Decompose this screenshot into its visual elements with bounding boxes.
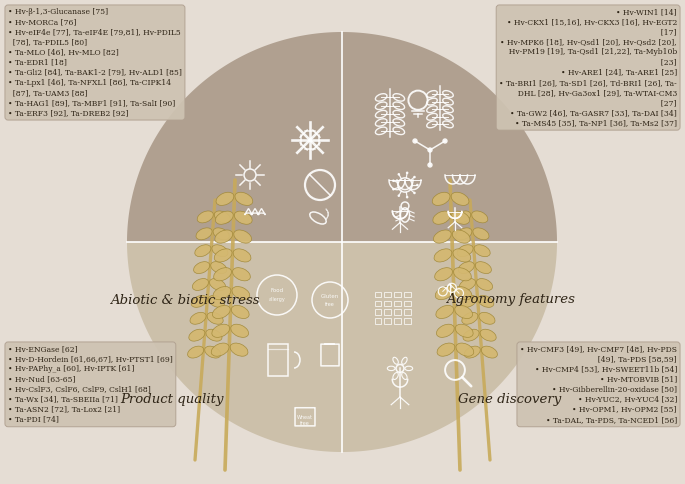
Ellipse shape (214, 211, 230, 223)
Ellipse shape (434, 230, 451, 243)
Ellipse shape (435, 287, 453, 300)
Circle shape (443, 138, 448, 144)
Ellipse shape (480, 329, 496, 341)
Ellipse shape (232, 287, 250, 300)
Ellipse shape (460, 295, 477, 307)
Ellipse shape (234, 211, 252, 224)
Text: Food: Food (271, 288, 284, 293)
Ellipse shape (479, 312, 495, 324)
Ellipse shape (216, 192, 234, 205)
Ellipse shape (211, 262, 227, 273)
Circle shape (416, 184, 419, 186)
Ellipse shape (230, 343, 248, 356)
Ellipse shape (458, 262, 474, 273)
Bar (395, 318, 401, 324)
Ellipse shape (233, 249, 251, 262)
Ellipse shape (462, 312, 478, 324)
Bar (395, 292, 401, 297)
Bar (375, 292, 381, 297)
Ellipse shape (436, 324, 454, 337)
Text: free: free (300, 421, 310, 425)
Text: • Hv-WIN1 [14]
• Hv-CKX1 [15,16], Hv-CKX3 [16], Hv-EGT2
  [17]
• Hv-MPK6 [18], H: • Hv-WIN1 [14] • Hv-CKX1 [15,16], Hv-CKX… (499, 8, 677, 127)
Ellipse shape (463, 329, 479, 341)
Ellipse shape (214, 268, 232, 281)
Text: free: free (325, 302, 335, 306)
Bar (404, 301, 411, 306)
Bar (384, 301, 391, 306)
Text: • Hv-β-1,3-Glucanase [75]
• Hv-MORCa [76]
• Hv-eIF4e [77], Ta-eIF4E [79,81], Hv-: • Hv-β-1,3-Glucanase [75] • Hv-MORCa [76… (8, 8, 182, 117)
Text: Product quality: Product quality (121, 393, 224, 407)
Bar (384, 292, 391, 297)
Bar (384, 309, 391, 315)
Ellipse shape (211, 343, 229, 356)
Bar (375, 318, 381, 324)
Ellipse shape (435, 268, 453, 281)
Ellipse shape (452, 230, 470, 243)
Ellipse shape (194, 262, 210, 273)
Ellipse shape (455, 305, 473, 318)
Ellipse shape (482, 346, 497, 358)
Circle shape (397, 195, 400, 197)
Circle shape (412, 138, 418, 144)
Bar (404, 292, 411, 297)
Ellipse shape (232, 268, 250, 281)
Bar (395, 301, 401, 306)
Ellipse shape (453, 268, 471, 281)
Ellipse shape (216, 211, 234, 224)
Ellipse shape (212, 324, 229, 337)
Text: Wheat: Wheat (297, 415, 313, 420)
Circle shape (406, 171, 408, 174)
Ellipse shape (477, 295, 494, 307)
Ellipse shape (432, 192, 450, 205)
Ellipse shape (434, 249, 452, 262)
Ellipse shape (208, 295, 225, 307)
Ellipse shape (436, 305, 453, 318)
Ellipse shape (189, 329, 205, 341)
Ellipse shape (205, 346, 221, 358)
Ellipse shape (454, 287, 472, 300)
Text: Gene discovery: Gene discovery (458, 393, 562, 407)
Bar (404, 309, 411, 315)
Ellipse shape (231, 324, 249, 337)
Ellipse shape (453, 249, 471, 262)
Ellipse shape (213, 287, 231, 300)
Circle shape (413, 192, 416, 194)
Bar (375, 309, 381, 315)
Ellipse shape (207, 312, 223, 324)
Polygon shape (127, 242, 557, 452)
Ellipse shape (215, 230, 233, 243)
Ellipse shape (473, 228, 489, 240)
Ellipse shape (214, 249, 232, 262)
Ellipse shape (457, 245, 473, 257)
Ellipse shape (195, 245, 211, 257)
Ellipse shape (197, 211, 213, 223)
Circle shape (392, 180, 395, 182)
Bar (384, 318, 391, 324)
Ellipse shape (460, 279, 475, 290)
Circle shape (397, 173, 400, 176)
Ellipse shape (196, 228, 212, 240)
Ellipse shape (451, 211, 469, 224)
Ellipse shape (206, 329, 222, 341)
Ellipse shape (456, 228, 472, 240)
Text: Agronomy features: Agronomy features (445, 293, 575, 306)
Bar (395, 309, 401, 315)
Ellipse shape (210, 279, 225, 290)
Ellipse shape (433, 211, 451, 224)
Ellipse shape (475, 262, 491, 273)
Text: Gluten: Gluten (321, 293, 339, 299)
Circle shape (406, 196, 408, 198)
Ellipse shape (455, 211, 471, 223)
Ellipse shape (437, 343, 455, 356)
Circle shape (427, 147, 433, 152)
Bar (375, 301, 381, 306)
Ellipse shape (456, 324, 473, 337)
Ellipse shape (188, 346, 203, 358)
Ellipse shape (191, 295, 208, 307)
Ellipse shape (456, 343, 474, 356)
Ellipse shape (212, 245, 228, 257)
Ellipse shape (192, 279, 208, 290)
Ellipse shape (234, 230, 251, 243)
Text: • Hv-CMF3 [49], Hv-CMF7 [48], Hv-PDS
  [49], Ta-PDS [58,59]
• Hv-CMP4 [53], Hv-S: • Hv-CMF3 [49], Hv-CMF7 [48], Hv-PDS [49… (520, 345, 677, 424)
Ellipse shape (477, 279, 493, 290)
